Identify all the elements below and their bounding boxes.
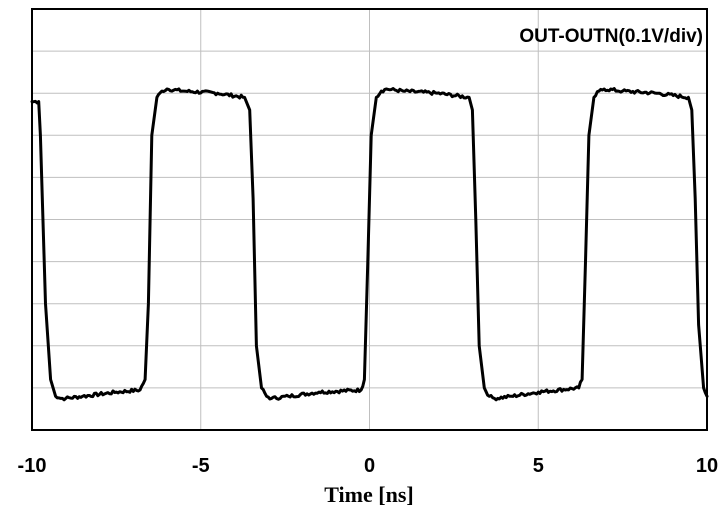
x-tick-label: 0 [364,455,375,477]
x-tick-label: -5 [192,455,210,477]
horizontal-gridlines [32,50,707,389]
x-tick-label: -10 [18,455,47,477]
x-tick-labels: -10 -5 0 5 10 [18,455,719,477]
x-tick-label: 5 [533,455,544,477]
plot-frame [31,8,708,431]
x-axis-title: Time [ns] [324,482,413,507]
x-tick-label: 10 [696,455,718,477]
annotation-label: OUT-OUTN(0.1V/div) [519,26,703,47]
waveform-series-line [30,87,709,402]
